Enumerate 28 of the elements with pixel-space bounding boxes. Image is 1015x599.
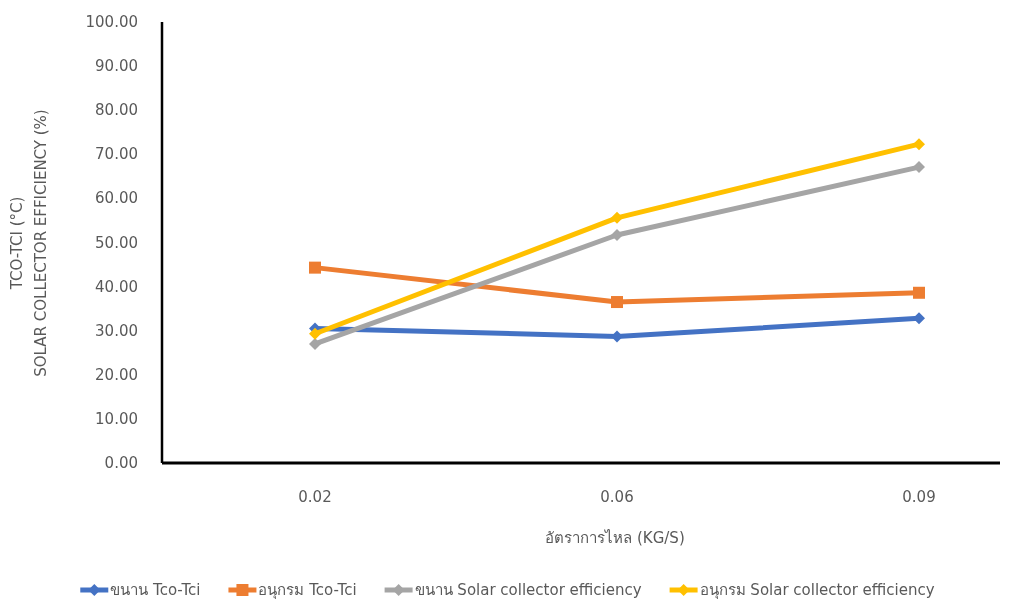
point (611, 296, 623, 309)
point (611, 211, 623, 224)
legend-label: ขนาน Solar collector efficiency (414, 581, 642, 599)
point (913, 286, 925, 299)
point (913, 161, 925, 174)
x-tick-label: 0.02 (298, 488, 332, 506)
y-axis-title: TCO-TCI (°C) SOLAR COLLECTOR EFFICIENCY (%) (8, 109, 50, 377)
y-tick-label: 80.00 (95, 101, 138, 120)
x-tick-label: 0.06 (600, 488, 634, 506)
point (309, 327, 321, 340)
point (611, 229, 623, 241)
point (309, 261, 321, 274)
x-axis-title: อัตราการไหล (KG/S) (545, 529, 685, 547)
legend-label: ขนาน Tco-Tci (110, 581, 201, 599)
y-tick-label: 60.00 (95, 189, 138, 208)
y-tick-label: 70.00 (95, 145, 138, 164)
x-tick-label: 0.09 (902, 488, 936, 506)
y-tick-label: 90.00 (95, 57, 138, 76)
y-tick-label: 20.00 (95, 365, 138, 384)
y-tick-label: 50.00 (95, 233, 138, 252)
y-tick-label: 0.00 (104, 454, 138, 472)
y-tick-label: 100.00 (85, 13, 138, 31)
y-tick-label: 30.00 (95, 321, 138, 340)
y-tick-label: 10.00 (95, 409, 138, 428)
point (913, 138, 925, 151)
legend-label: อนุกรม Solar collector efficiency (699, 581, 935, 599)
legend-label: อนุกรม Tco-Tci (258, 581, 357, 599)
y-tick-label: 40.00 (95, 277, 138, 296)
